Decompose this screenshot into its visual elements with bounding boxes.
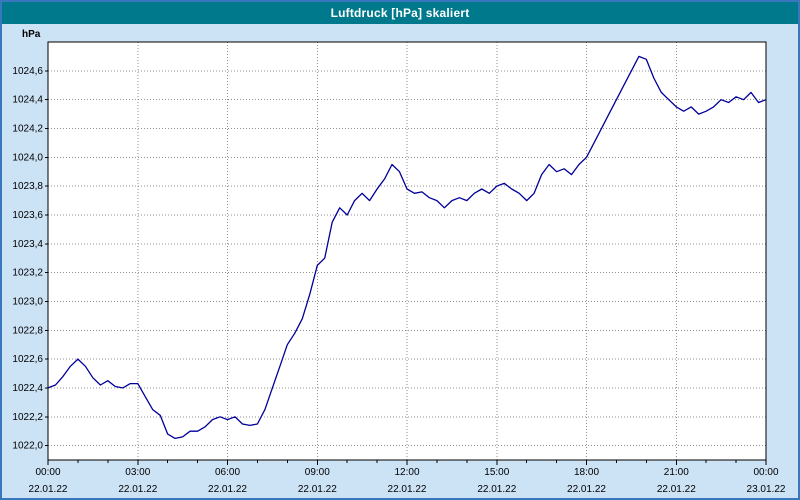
svg-text:03:00: 03:00: [125, 467, 150, 478]
svg-text:hPa: hPa: [22, 29, 41, 40]
svg-text:22.01.22: 22.01.22: [298, 484, 337, 495]
svg-text:1023,0: 1023,0: [12, 296, 43, 307]
svg-text:22.01.22: 22.01.22: [118, 484, 157, 495]
svg-text:22.01.22: 22.01.22: [29, 484, 68, 495]
svg-text:22.01.22: 22.01.22: [657, 484, 696, 495]
svg-text:1023,4: 1023,4: [12, 239, 43, 250]
svg-text:1023,6: 1023,6: [12, 210, 43, 221]
svg-text:1024,0: 1024,0: [12, 152, 43, 163]
window-title: Luftdruck [hPa] skaliert: [330, 6, 470, 20]
svg-text:00:00: 00:00: [753, 467, 778, 478]
svg-text:06:00: 06:00: [215, 467, 240, 478]
svg-text:21:00: 21:00: [664, 467, 689, 478]
svg-text:1023,2: 1023,2: [12, 268, 43, 279]
svg-text:15:00: 15:00: [484, 467, 509, 478]
svg-text:1022,8: 1022,8: [12, 325, 43, 336]
svg-text:1022,2: 1022,2: [12, 412, 43, 423]
window-titlebar: Luftdruck [hPa] skaliert: [2, 2, 798, 24]
svg-text:09:00: 09:00: [305, 467, 330, 478]
pressure-line-chart: 1022,0 1022,2 1022,4 1022,6 1022,8 1023,0 1023…: [12, 29, 786, 495]
svg-text:1022,4: 1022,4: [12, 383, 43, 394]
svg-text:22.01.22: 22.01.22: [567, 484, 606, 495]
svg-text:1024,6: 1024,6: [12, 66, 43, 77]
svg-text:22.01.22: 22.01.22: [388, 484, 427, 495]
svg-text:00:00: 00:00: [35, 467, 60, 478]
svg-text:23.01.22: 23.01.22: [747, 484, 786, 495]
svg-text:22.01.22: 22.01.22: [208, 484, 247, 495]
svg-text:12:00: 12:00: [394, 467, 419, 478]
svg-text:1024,2: 1024,2: [12, 124, 43, 135]
svg-text:1022,0: 1022,0: [12, 441, 43, 452]
svg-text:1022,6: 1022,6: [12, 354, 43, 365]
svg-text:18:00: 18:00: [574, 467, 599, 478]
svg-text:1024,4: 1024,4: [12, 95, 43, 106]
chart-area: 1022,0 1022,2 1022,4 1022,6 1022,8 1023,0 1023…: [2, 24, 798, 498]
svg-text:1023,8: 1023,8: [12, 181, 43, 192]
svg-text:22.01.22: 22.01.22: [477, 484, 516, 495]
